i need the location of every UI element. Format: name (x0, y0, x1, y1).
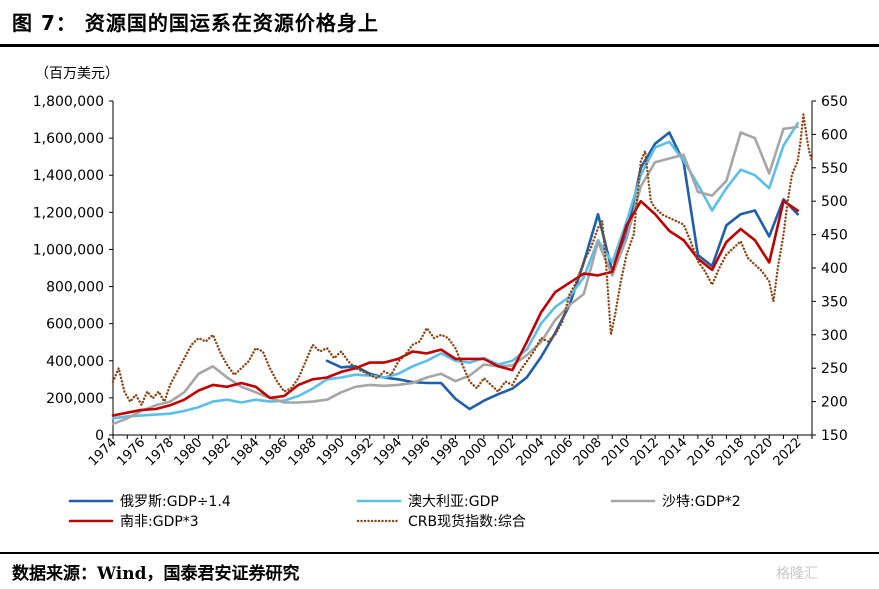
x-tick-label: 1978 (143, 435, 177, 469)
series-line (111, 113, 814, 407)
y-right-tick-label: 300 (821, 328, 848, 344)
x-tick-label: 2020 (742, 435, 776, 469)
source-note: 数据来源：Wind，国泰君安证券研究 (12, 564, 300, 584)
footer-rule (0, 552, 879, 554)
y-left-tick-label: 400,000 (46, 354, 104, 370)
legend-label: 南非:GDP*3 (120, 514, 199, 530)
legend-label: 沙特:GDP*2 (662, 494, 741, 510)
axes: 0 200,000 400,000 600,000 800,000 1,000,000 1,… (33, 94, 848, 469)
y-right-tick-label: 250 (821, 361, 848, 377)
legend-label: 澳大利亚:GDP (408, 494, 499, 510)
y-right-tick-label: 400 (821, 261, 848, 277)
y-left-tick-label: 1,400,000 (33, 168, 104, 184)
y-right-tick-label: 350 (821, 294, 848, 310)
watermark: 格隆汇 (776, 566, 818, 582)
legend-label: 俄罗斯:GDP÷1.4 (120, 494, 231, 510)
x-tick-label: 1984 (228, 435, 262, 469)
x-tick-label: 1982 (200, 435, 234, 469)
y-right-tick-label: 450 (821, 228, 848, 244)
series-layer (111, 113, 814, 426)
x-tick-label: 1990 (314, 435, 348, 469)
x-tick-label: 2016 (685, 435, 719, 469)
y-left-tick-label: 800,000 (46, 280, 104, 296)
x-tick-label: 1994 (371, 435, 405, 469)
legend-label: CRB现货指数:综合 (408, 513, 526, 530)
x-tick-label: 2018 (713, 435, 747, 469)
title-bar: 图 7： 资源国的国运系在资源价格身上 (0, 0, 879, 46)
y-left-tick-label: 1,800,000 (33, 94, 104, 110)
x-tick-label: 1998 (428, 435, 462, 469)
y-left-tick-label: 1,600,000 (33, 131, 104, 147)
x-tick-label: 2012 (628, 435, 662, 469)
y-left-tick-label: 600,000 (46, 317, 104, 333)
x-tick-label: 1974 (86, 435, 120, 469)
unit-label: （百万美元） (35, 66, 119, 82)
x-tick-label: 2014 (656, 435, 690, 469)
y-right-tick-label: 500 (821, 194, 848, 210)
x-tick-label: 2010 (599, 435, 633, 469)
y-left-tick-label: 200,000 (46, 391, 104, 407)
x-tick-label: 1992 (343, 435, 377, 469)
y-left-tick-label: 1,000,000 (33, 242, 104, 258)
series-line (111, 125, 799, 426)
legend: 俄罗斯:GDP÷1.4 澳大利亚:GDP 沙特:GDP*2 南非:GDP*3 CRB现货… (68, 494, 741, 530)
x-tick-label: 2008 (571, 435, 605, 469)
x-tick-label: 2000 (457, 435, 491, 469)
x-tick-label: 1980 (171, 435, 205, 469)
y-left-tick-label: 0 (95, 428, 104, 444)
chart: （百万美元） 0 200,000 400,000 600,000 800,000 1,00… (33, 66, 848, 530)
x-tick-label: 1988 (286, 435, 320, 469)
y-left-tick-label: 1,200,000 (33, 205, 104, 221)
y-right-tick-label: 550 (821, 161, 848, 177)
title-rule (0, 44, 879, 47)
y-right-tick-label: 150 (821, 428, 848, 444)
x-tick-label: 1976 (114, 435, 148, 469)
x-tick-label: 1996 (400, 435, 434, 469)
x-tick-label: 2022 (771, 435, 805, 469)
x-tick-label: 2002 (485, 435, 519, 469)
series-line (111, 199, 799, 417)
x-tick-label: 1986 (257, 435, 291, 469)
y-right-tick-label: 200 (821, 395, 848, 411)
figure-title: 图 7： 资源国的国运系在资源价格身上 (12, 11, 379, 35)
y-right-tick-label: 600 (821, 127, 848, 143)
y-right-tick-label: 650 (821, 94, 848, 110)
series-line (111, 122, 799, 420)
x-tick-label: 2006 (542, 435, 576, 469)
x-tick-label: 2004 (514, 435, 548, 469)
